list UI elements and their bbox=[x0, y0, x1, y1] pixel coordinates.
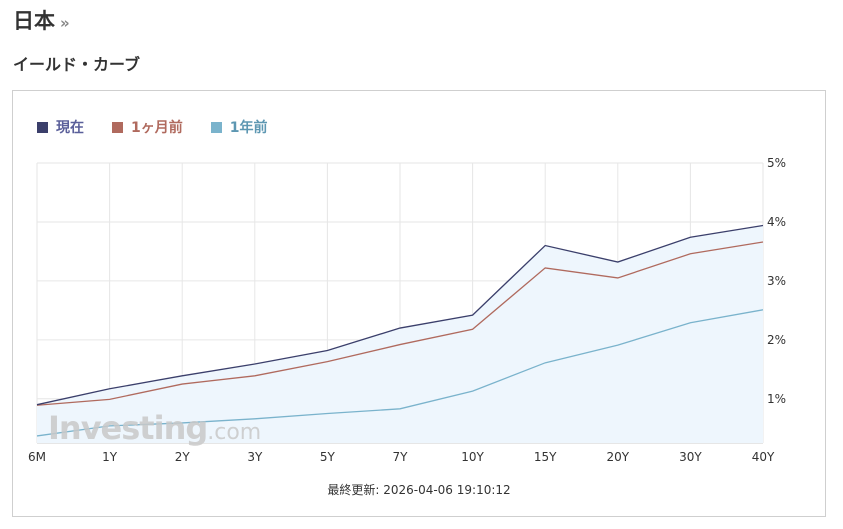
section-title: イールド・カーブ bbox=[13, 55, 141, 74]
x-tick-label: 2Y bbox=[175, 450, 191, 464]
legend-label: 現在 bbox=[56, 120, 84, 136]
x-tick-label: 7Y bbox=[393, 450, 409, 464]
x-tick-label: 10Y bbox=[461, 450, 484, 464]
x-tick-label: 1Y bbox=[102, 450, 118, 464]
series-line bbox=[36, 309, 764, 437]
page-title: 日本 » bbox=[13, 5, 70, 35]
yield-curve-chart: 現在 1ヶ月前 1年前 6M 1Y 2Y 3Y 5Y 7Y 10Y 15Y 20Y 30Y 40Y 1% 2… bbox=[12, 90, 826, 517]
series-line bbox=[36, 241, 764, 406]
series-line bbox=[36, 224, 764, 406]
x-tick-label: 3Y bbox=[247, 450, 263, 464]
legend-swatch bbox=[37, 121, 48, 133]
y-tick-label: 4% bbox=[767, 215, 786, 229]
legend-item[interactable]: 1年前 bbox=[210, 117, 268, 137]
chart-legend: 現在 1ヶ月前 1年前 bbox=[37, 117, 268, 137]
y-tick-label: 5% bbox=[767, 156, 786, 170]
x-tick-label: 20Y bbox=[606, 450, 629, 464]
x-tick-label: 40Y bbox=[752, 450, 775, 464]
legend-label: 1ヶ月前 bbox=[131, 120, 183, 136]
y-tick-label: 2% bbox=[767, 333, 786, 347]
chart-canvas: 6M 1Y 2Y 3Y 5Y 7Y 10Y 15Y 20Y 30Y 40Y 1% 2% 3% 4% 5% bbox=[28, 156, 786, 464]
x-tick-label: 5Y bbox=[320, 450, 336, 464]
x-tick-label: 30Y bbox=[679, 450, 702, 464]
page-title-text: 日本 bbox=[13, 9, 55, 33]
legend-item[interactable]: 1ヶ月前 bbox=[112, 117, 183, 137]
last-updated: 最終更新: 2026-04-06 19:10:12 bbox=[13, 481, 825, 498]
x-tick-label: 6M bbox=[28, 450, 46, 464]
y-tick-label: 1% bbox=[767, 392, 786, 406]
y-tick-label: 3% bbox=[767, 274, 786, 288]
x-tick-label: 15Y bbox=[534, 450, 557, 464]
legend-label: 1年前 bbox=[229, 120, 268, 136]
legend-swatch bbox=[112, 121, 123, 133]
legend-swatch bbox=[210, 121, 222, 133]
last-updated-label: 最終更新: bbox=[327, 483, 380, 497]
area-fill-current bbox=[37, 225, 763, 443]
legend-item[interactable]: 現在 bbox=[37, 117, 84, 137]
double-chevron-right-icon[interactable]: » bbox=[60, 14, 70, 32]
last-updated-value: 2026-04-06 19:10:12 bbox=[383, 483, 511, 497]
